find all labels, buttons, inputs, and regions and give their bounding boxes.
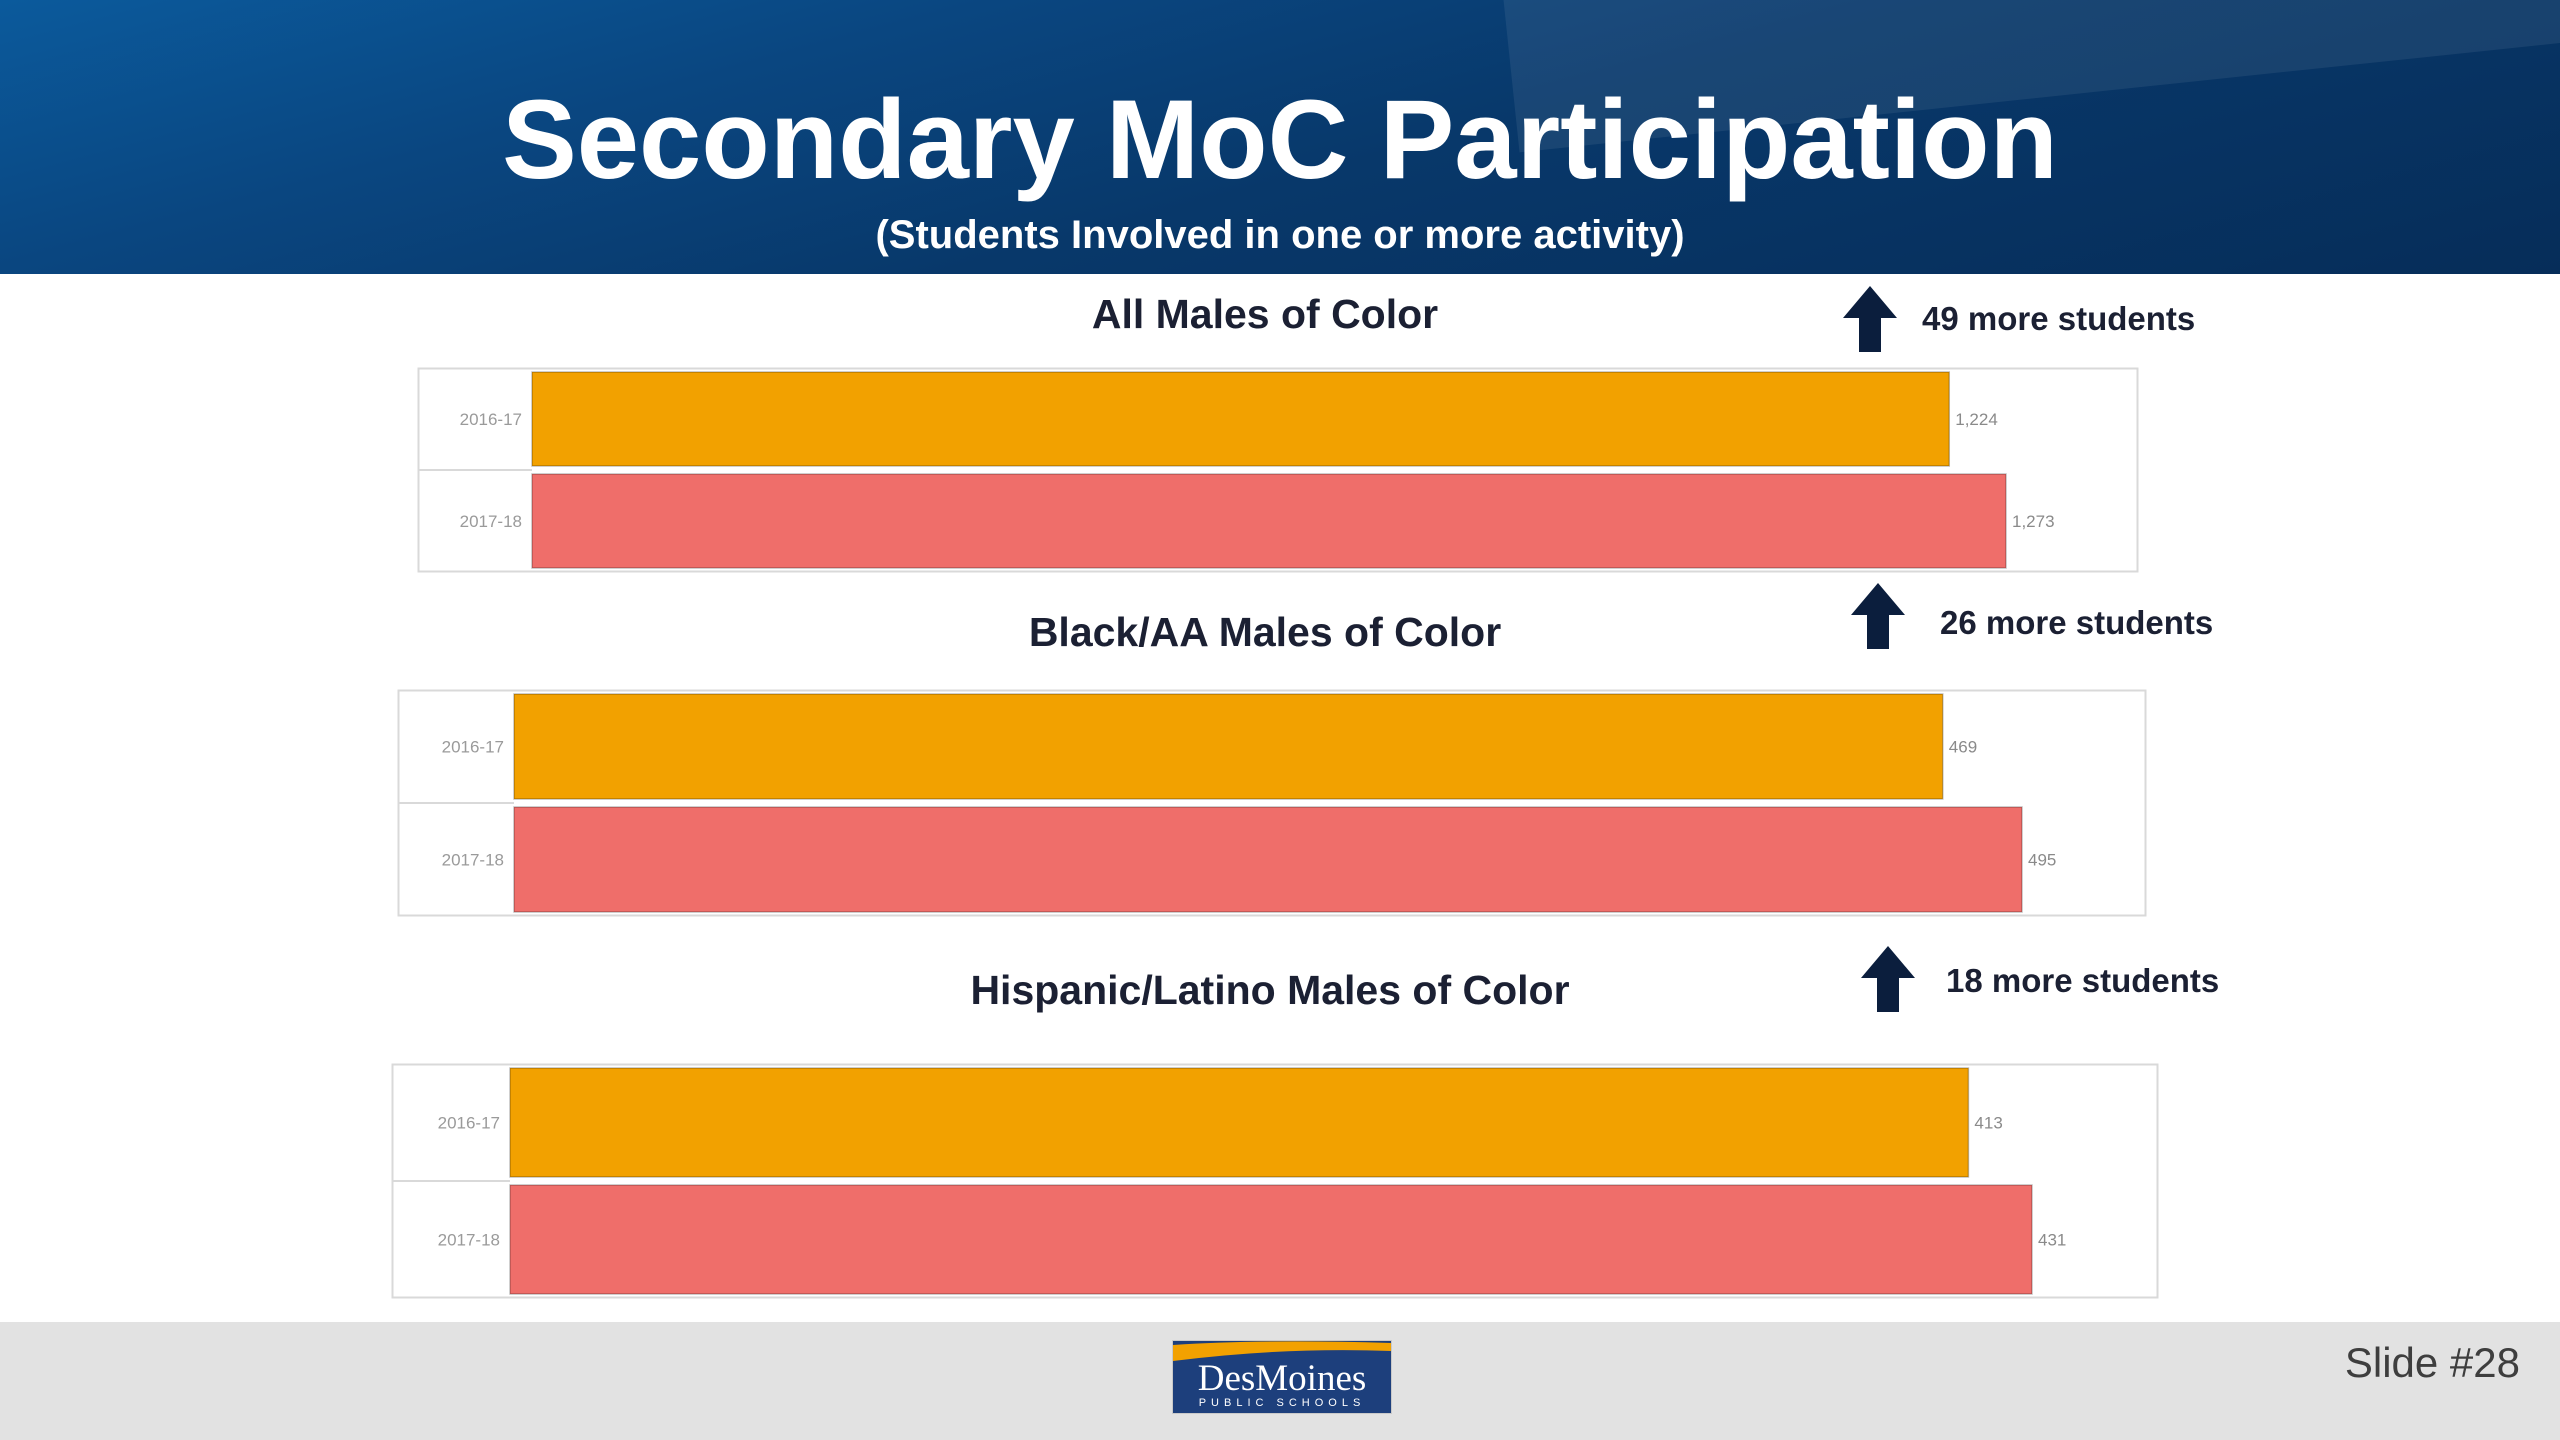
chart-title-black-aa-males: Black/AA Males of Color — [1028, 609, 1502, 655]
category-label: 2017-18 — [442, 851, 504, 870]
bar — [509, 1067, 1970, 1178]
bar — [531, 473, 2007, 569]
slide-number: Slide #28 — [2344, 1339, 2520, 1386]
logo-name: DesMoines — [1197, 1358, 1367, 1399]
arrow-up-icon — [1843, 286, 1897, 352]
arrow-up-icon — [1861, 946, 1915, 1012]
category-label: 2016-17 — [438, 1114, 500, 1133]
arrow-up-icon — [1851, 583, 1905, 649]
bar — [513, 806, 2023, 913]
category-label: 2016-17 — [442, 738, 504, 757]
bar — [513, 693, 1944, 800]
increase-label-black-aa-males: 26 more students — [1940, 604, 2214, 641]
category-label: 2017-18 — [438, 1231, 500, 1250]
increase-label-all-males: 49 more students — [1922, 300, 2196, 337]
data-label: 469 — [1949, 738, 1977, 757]
chart-title-hispanic-latino-males: Hispanic/Latino Males of Color — [970, 967, 1570, 1013]
bar-chart-all-males: 2016-17 1,224 2017-18 1,273 — [417, 367, 2139, 573]
category-label: 2016-17 — [460, 410, 522, 429]
data-label: 413 — [1974, 1114, 2002, 1133]
bar-chart-hispanic-latino-males: 2016-17 413 2017-18 431 — [391, 1063, 2159, 1299]
bar — [509, 1184, 2033, 1295]
slide-subtitle: (Students Involved in one or more activi… — [875, 213, 1685, 257]
data-label: 495 — [2028, 851, 2056, 870]
bar-chart-black-aa-males: 2016-17 469 2017-18 495 — [397, 689, 2147, 917]
data-label: 431 — [2038, 1231, 2066, 1250]
chart-title-all-males: All Males of Color — [1091, 291, 1439, 337]
des-moines-logo: DesMoines PUBLIC SCHOOLS — [1172, 1340, 1392, 1414]
bar — [531, 371, 1951, 467]
title-banner: Secondary MoC Participation (Students In… — [0, 0, 2560, 274]
logo-subtitle: PUBLIC SCHOOLS — [1198, 1397, 1366, 1409]
slide-title: Secondary MoC Participation — [502, 77, 2058, 202]
data-label: 1,273 — [2012, 512, 2055, 531]
increase-label-hispanic-latino-males: 18 more students — [1946, 962, 2220, 999]
logo-swoosh-icon — [1173, 1341, 1391, 1361]
data-label: 1,224 — [1955, 410, 1998, 429]
category-label: 2017-18 — [460, 512, 522, 531]
